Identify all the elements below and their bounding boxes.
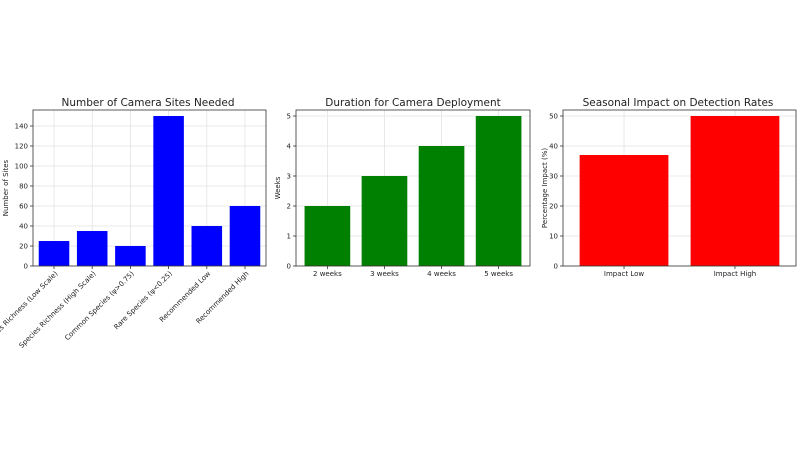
y-tick-label: 0: [554, 263, 558, 271]
y-tick-label: 0: [24, 263, 28, 271]
x-tick-label: Impact High: [714, 270, 757, 278]
bar: [361, 176, 408, 266]
y-tick-label: 40: [19, 223, 28, 231]
y-tick-label: 4: [287, 143, 292, 151]
x-tick-label: Species Richness (High Scale): [18, 270, 98, 350]
bar: [418, 146, 465, 266]
chart-1: Number of Camera Sites Needed 0 20 40 60 80 10…: [0, 97, 267, 350]
plot-frame: [562, 109, 797, 267]
y-tick-label: 50: [549, 113, 558, 121]
y-tick-label: 120: [15, 143, 28, 151]
bar: [229, 206, 261, 266]
y-tick-label: 2: [287, 203, 291, 211]
y-tick-label: 140: [15, 123, 28, 131]
y-tick-label: 20: [549, 203, 558, 211]
y-tick-label: 20: [19, 243, 28, 251]
x-tick-label: 2 weeks: [313, 270, 342, 278]
chart-3: Seasonal Impact on Detection Rates 0 10 20 3…: [541, 97, 797, 278]
chart-2: Duration for Camera Deployment 0 1 2 3 4 5 2 we…: [274, 97, 531, 278]
y-tick-label: 40: [549, 143, 558, 151]
y-tick-label: 80: [19, 183, 28, 191]
y-tick-label: 1: [287, 233, 291, 241]
chart-title: Duration for Camera Deployment: [325, 97, 501, 109]
y-tick-label: 100: [15, 163, 28, 171]
y-tick-label: 30: [549, 173, 558, 181]
bar: [38, 241, 70, 266]
y-tick-label: 3: [287, 173, 291, 181]
bar: [690, 116, 780, 266]
bar: [191, 226, 223, 266]
y-tick-label: 10: [549, 233, 558, 241]
bar: [76, 231, 108, 266]
y-axis-label: Number of Sites: [2, 159, 10, 216]
x-tick-label: Impact Low: [604, 270, 644, 278]
chart-title: Number of Camera Sites Needed: [61, 97, 234, 109]
x-tick-label: 5 weeks: [484, 270, 513, 278]
bar: [115, 246, 146, 266]
y-axis-label: Weeks: [274, 176, 282, 199]
plot-frame: [32, 109, 267, 267]
bar: [304, 206, 351, 266]
y-tick-label: 60: [19, 203, 28, 211]
x-tick-label: Common Species (ψ>0.75): [63, 270, 136, 343]
y-axis-label: Percentage Impact (%): [541, 148, 549, 228]
bar: [579, 155, 669, 266]
y-tick-label: 0: [287, 263, 291, 271]
x-tick-label: 3 weeks: [370, 270, 399, 278]
bar: [153, 116, 184, 266]
x-tick-label: 4 weeks: [427, 270, 456, 278]
chart-title: Seasonal Impact on Detection Rates: [583, 97, 774, 109]
y-tick-label: 5: [287, 113, 291, 121]
bar: [475, 116, 522, 266]
plot-frame: [295, 109, 531, 267]
